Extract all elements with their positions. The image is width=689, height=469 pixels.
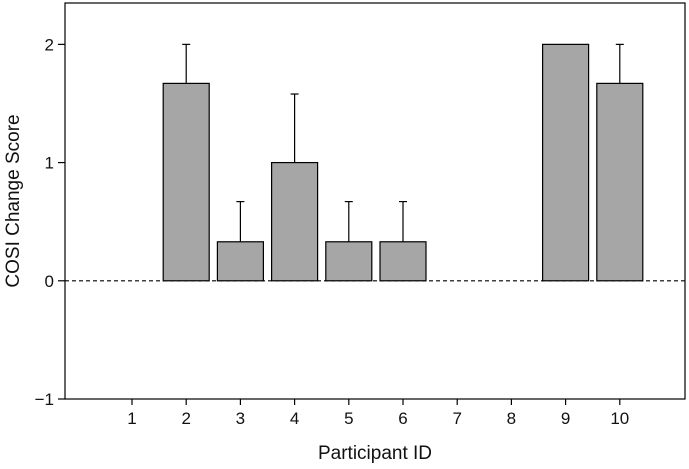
y-tick-label: 1 <box>45 154 54 173</box>
x-tick-label: 7 <box>452 409 461 428</box>
x-tick-label: 8 <box>507 409 516 428</box>
plot-area <box>64 2 686 400</box>
y-tick-label: 0 <box>45 272 54 291</box>
x-tick-label: 2 <box>181 409 190 428</box>
x-tick-label: 6 <box>398 409 407 428</box>
bar-participant-10 <box>596 82 644 282</box>
bar-participant-6 <box>379 241 427 282</box>
y-tick-label: −1 <box>35 390 54 409</box>
x-tick-label: 3 <box>236 409 245 428</box>
bar-participant-2 <box>162 82 210 282</box>
x-axis-title: Participant ID <box>318 443 432 464</box>
bar-participant-3 <box>216 241 264 282</box>
x-tick-label: 1 <box>127 409 136 428</box>
x-tick-label: 9 <box>561 409 570 428</box>
bar-participant-5 <box>325 241 373 282</box>
x-tick-label: 4 <box>290 409 299 428</box>
x-tick-label: 10 <box>610 409 629 428</box>
x-tick-label: 5 <box>344 409 353 428</box>
y-axis-title: COSI Change Score <box>3 114 24 287</box>
bar-participant-4 <box>271 161 319 282</box>
bar-participant-9 <box>541 43 590 282</box>
y-tick-label: 2 <box>45 35 54 54</box>
